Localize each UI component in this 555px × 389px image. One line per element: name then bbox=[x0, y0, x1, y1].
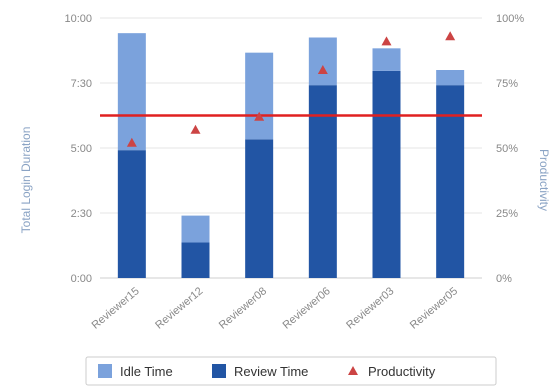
legend-label: Idle Time bbox=[120, 364, 173, 379]
legend-label: Review Time bbox=[234, 364, 308, 379]
y-tick-label: 5:00 bbox=[71, 143, 92, 155]
bar-review-time bbox=[117, 150, 146, 278]
legend-swatch bbox=[212, 364, 226, 378]
bar-review-time bbox=[181, 242, 210, 278]
y-tick-label: 0:00 bbox=[71, 273, 92, 285]
bar-idle-time bbox=[181, 215, 210, 243]
legend-swatch bbox=[348, 366, 358, 375]
left-axis-ticks: 0:00 2:30 5:00 7:30 10:00 bbox=[64, 13, 92, 285]
x-tick-label: Reviewer03 bbox=[344, 285, 396, 332]
gridlines bbox=[100, 17, 482, 279]
x-axis-ticks: Reviewer15 Reviewer12 Reviewer08 Reviewer06… bbox=[90, 285, 461, 332]
bar-review-time bbox=[436, 85, 465, 279]
x-tick-label: Reviewer08 bbox=[217, 285, 269, 332]
bar-review-time bbox=[372, 70, 401, 278]
y2-tick-label: 100% bbox=[496, 13, 524, 25]
bar-review-time bbox=[245, 139, 274, 278]
y2-axis-title: Productivity bbox=[537, 149, 551, 211]
y2-tick-label: 75% bbox=[496, 78, 518, 90]
x-tick-label: Reviewer15 bbox=[90, 285, 142, 332]
bar-idle-time bbox=[308, 37, 337, 86]
legend-box bbox=[85, 356, 497, 386]
productivity-marker bbox=[254, 111, 265, 121]
y2-tick-label: 50% bbox=[496, 143, 518, 155]
x-tick-label: Reviewer05 bbox=[408, 285, 460, 332]
productivity-marker bbox=[381, 36, 392, 46]
productivity-marker bbox=[126, 137, 137, 147]
legend: Idle Time Review Time Productivity bbox=[85, 356, 497, 386]
productivity-marker bbox=[317, 65, 328, 74]
productivity-marker bbox=[190, 124, 201, 134]
y-axis-title: Total Login Duration bbox=[19, 127, 33, 234]
legend-label: Productivity bbox=[368, 364, 436, 379]
bars bbox=[117, 33, 465, 279]
y-tick-label: 10:00 bbox=[64, 13, 92, 25]
bar-idle-time bbox=[245, 52, 274, 140]
y-tick-label: 7:30 bbox=[71, 78, 92, 90]
legend-swatch bbox=[98, 364, 112, 378]
y-tick-label: 2:30 bbox=[71, 208, 92, 220]
productivity-marker bbox=[445, 31, 456, 41]
bar-idle-time bbox=[372, 48, 401, 71]
bar-review-time bbox=[308, 85, 337, 279]
bar-idle-time bbox=[117, 33, 146, 151]
bar-idle-time bbox=[436, 70, 465, 86]
y2-tick-label: 25% bbox=[496, 208, 518, 220]
y2-tick-label: 0% bbox=[496, 273, 512, 285]
x-tick-label: Reviewer06 bbox=[281, 285, 333, 332]
x-tick-label: Reviewer12 bbox=[153, 285, 205, 332]
right-axis-ticks: 0% 25% 50% 75% 100% bbox=[496, 13, 524, 285]
productivity-markers bbox=[126, 31, 456, 147]
